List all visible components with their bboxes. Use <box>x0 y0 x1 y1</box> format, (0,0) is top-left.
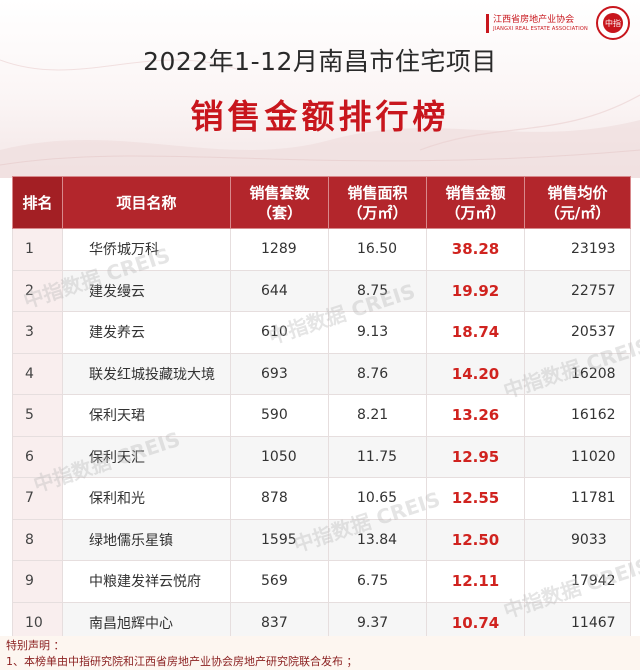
ranking-table: 排名 项目名称 销售套数 （套） 销售面积 （万㎡） 销售金额 （万㎡） 销售均价 （元… <box>12 176 631 644</box>
area-cell: 8.21 <box>328 394 427 437</box>
header-name: 项目名称 <box>62 176 231 229</box>
table-row: 8 绿地儒乐星镇 1595 13.84 12.50 9033 <box>12 518 631 561</box>
header-rank: 排名 <box>12 176 63 229</box>
project-name-cell: 中粮建发祥云悦府 <box>62 560 231 603</box>
project-name-cell: 保利天珺 <box>62 394 231 437</box>
project-name-cell: 联发红城投藏珑大境 <box>62 352 231 395</box>
disclaimer-title: 特别声明 ： <box>6 639 65 652</box>
rank-cell: 6 <box>12 435 63 478</box>
amount-cell: 14.20 <box>426 352 525 395</box>
price-cell: 16162 <box>524 394 631 437</box>
rank-cell: 8 <box>12 518 63 561</box>
table-row: 1 华侨城万科 1289 16.50 38.28 23193 <box>12 228 631 271</box>
rank-cell: 4 <box>12 352 63 395</box>
association-logo-en: JIANGXI REAL ESTATE ASSOCIATION <box>493 25 588 32</box>
amount-cell: 38.28 <box>426 228 525 271</box>
amount-cell: 13.26 <box>426 394 525 437</box>
association-logo: 江西省房地产业协会 JIANGXI REAL ESTATE ASSOCIATIO… <box>486 13 588 33</box>
units-cell: 644 <box>230 269 329 312</box>
amount-cell: 12.55 <box>426 477 525 520</box>
amount-cell: 12.11 <box>426 560 525 603</box>
header-banner: 江西省房地产业协会 JIANGXI REAL ESTATE ASSOCIATIO… <box>0 0 640 178</box>
rank-cell: 5 <box>12 394 63 437</box>
price-cell: 16208 <box>524 352 631 395</box>
table-row: 2 建发缦云 644 8.75 19.92 22757 <box>12 269 631 312</box>
project-name-cell: 华侨城万科 <box>62 228 231 271</box>
units-cell: 590 <box>230 394 329 437</box>
footer-disclaimer: 特别声明 ： 1、本榜单由中指研究院和江西省房地产业协会房地产研究院联合发布 ； <box>0 636 640 670</box>
area-cell: 8.76 <box>328 352 427 395</box>
units-cell: 693 <box>230 352 329 395</box>
rank-cell: 2 <box>12 269 63 312</box>
seal-text: 中指 <box>603 13 623 33</box>
area-cell: 9.13 <box>328 311 427 354</box>
area-cell: 8.75 <box>328 269 427 312</box>
rank-cell: 9 <box>12 560 63 603</box>
disclaimer-line: 1、本榜单由中指研究院和江西省房地产业协会房地产研究院联合发布 ； <box>6 655 358 668</box>
amount-cell: 12.95 <box>426 435 525 478</box>
table-row: 5 保利天珺 590 8.21 13.26 16162 <box>12 394 631 437</box>
rank-cell: 1 <box>12 228 63 271</box>
rank-cell: 7 <box>12 477 63 520</box>
header-price: 销售均价 （元/㎡） <box>524 176 631 229</box>
price-cell: 22757 <box>524 269 631 312</box>
area-cell: 13.84 <box>328 518 427 561</box>
amount-cell: 12.50 <box>426 518 525 561</box>
project-name-cell: 建发缦云 <box>62 269 231 312</box>
page-title-line1: 2022年1-12月南昌市住宅项目 <box>143 47 497 76</box>
area-cell: 11.75 <box>328 435 427 478</box>
table-row: 4 联发红城投藏珑大境 693 8.76 14.20 16208 <box>12 352 631 395</box>
rank-cell: 3 <box>12 311 63 354</box>
units-cell: 569 <box>230 560 329 603</box>
project-name-cell: 建发养云 <box>62 311 231 354</box>
index-academy-seal-icon: 中指 <box>596 6 630 40</box>
table-row: 6 保利天汇 1050 11.75 12.95 11020 <box>12 435 631 478</box>
area-cell: 16.50 <box>328 228 427 271</box>
project-name-cell: 保利天汇 <box>62 435 231 478</box>
project-name-cell: 保利和光 <box>62 477 231 520</box>
association-logo-cn: 江西省房地产业协会 <box>493 14 575 25</box>
price-cell: 23193 <box>524 228 631 271</box>
table-row: 7 保利和光 878 10.65 12.55 11781 <box>12 477 631 520</box>
price-cell: 11781 <box>524 477 631 520</box>
area-cell: 6.75 <box>328 560 427 603</box>
header-units: 销售套数 （套） <box>230 176 329 229</box>
page-title-line2: 销售金额排行榜 <box>190 97 450 136</box>
table-row: 9 中粮建发祥云悦府 569 6.75 12.11 17942 <box>12 560 631 603</box>
price-cell: 20537 <box>524 311 631 354</box>
units-cell: 1595 <box>230 518 329 561</box>
ranking-table-container: 排名 项目名称 销售套数 （套） 销售面积 （万㎡） 销售金额 （万㎡） 销售均价 （元… <box>12 176 631 644</box>
units-cell: 878 <box>230 477 329 520</box>
project-name-cell: 绿地儒乐星镇 <box>62 518 231 561</box>
header-area: 销售面积 （万㎡） <box>328 176 427 229</box>
logos-group: 江西省房地产业协会 JIANGXI REAL ESTATE ASSOCIATIO… <box>486 6 630 40</box>
amount-cell: 19.92 <box>426 269 525 312</box>
price-cell: 17942 <box>524 560 631 603</box>
table-row: 3 建发养云 610 9.13 18.74 20537 <box>12 311 631 354</box>
units-cell: 1050 <box>230 435 329 478</box>
units-cell: 1289 <box>230 228 329 271</box>
price-cell: 11020 <box>524 435 631 478</box>
price-cell: 9033 <box>524 518 631 561</box>
units-cell: 610 <box>230 311 329 354</box>
header-amount: 销售金额 （万㎡） <box>426 176 525 229</box>
amount-cell: 18.74 <box>426 311 525 354</box>
table-header-row: 排名 项目名称 销售套数 （套） 销售面积 （万㎡） 销售金额 （万㎡） 销售均价 （元… <box>12 176 631 229</box>
decorative-swirl-background <box>0 59 640 178</box>
area-cell: 10.65 <box>328 477 427 520</box>
